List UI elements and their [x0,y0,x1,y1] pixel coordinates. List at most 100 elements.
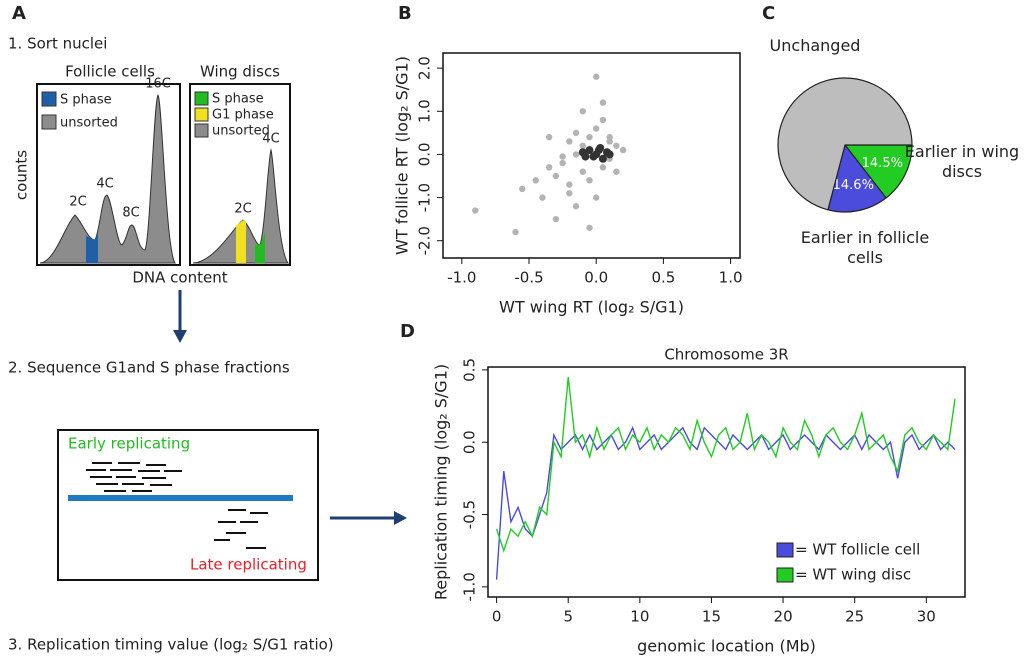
point [599,164,607,171]
point [566,138,573,145]
legend-swatch [194,91,209,106]
line-series [495,377,956,553]
arrow-head [394,511,407,525]
point [593,125,600,132]
slice-label: 14.5% [862,156,903,171]
histogram-frame [36,83,181,266]
y-tick-label: -1.0 [416,183,434,212]
step-text: 1. Sort nuclei [8,35,107,53]
x-tick-label: 20 [774,608,793,626]
point [572,129,580,137]
peak-label: 4C [96,177,113,192]
point [552,172,560,180]
point [585,146,594,155]
axis-label: DNA content [132,269,227,287]
point [613,142,620,149]
s-phase-region [255,232,265,263]
y-axis-label: WT follicle RT (log₂ S/G1) [393,56,412,255]
late-label: Late replicating [190,556,307,574]
point [519,185,526,193]
step-text: 3. Replication timing value (log₂ S/G1 r… [8,636,334,654]
point [599,99,607,106]
point [598,154,607,163]
x-tick-label: 0.0 [584,269,608,287]
point [599,116,607,124]
x-tick-label: 1.0 [719,269,743,287]
legend-label: unsorted [60,116,118,131]
legend-label: S phase [212,92,264,107]
y-tick-label: 0.0 [416,142,434,166]
x-axis-label: genomic location (Mb) [637,637,816,656]
peak-label: 2C [234,202,251,217]
early-label: Early replicating [68,435,190,453]
peak-label: 2C [69,195,86,210]
line-series [495,425,956,580]
point [559,159,566,167]
point [579,142,586,149]
point [596,143,605,152]
panel-letter: A [12,3,26,24]
panel-letter: C [762,3,775,24]
peak-label: 4C [262,132,279,147]
legend-label: unsorted [212,124,270,139]
slice-label: 14.6% [833,178,874,193]
step-text: 2. Sequence G1and S phase fractions [8,359,290,377]
point [581,152,590,161]
legend-swatch [776,567,794,583]
reads-late [214,509,268,549]
x-tick-label: 0.5 [651,269,675,287]
point [613,168,620,175]
x-tick-label: 15 [702,608,721,626]
point [593,73,600,80]
point [539,194,546,201]
x-tick-label: 30 [917,608,936,626]
y-tick-label: 0.5 [461,358,479,382]
axis-label: counts [13,150,31,200]
panel-letter: B [398,3,412,24]
point [532,177,539,184]
read-box [57,429,319,581]
point [545,164,553,171]
histogram-title: Wing discs [200,63,280,81]
arrow-head [173,330,187,343]
pie-slice [777,77,913,211]
chart-title: Chromosome 3R [664,346,788,364]
peak-label: 16C [145,77,171,92]
y-tick-label: 0.0 [461,430,479,454]
point [619,146,627,154]
point [472,207,479,214]
point [572,151,580,158]
histogram-frame [189,83,291,266]
point [552,215,560,223]
legend-label: = WT follicle cell [795,541,920,559]
point [586,177,593,184]
point [606,138,613,145]
y-tick-label: -1.0 [461,572,479,601]
s-phase-region [86,232,98,263]
panel-letter: D [400,321,415,342]
legend-swatch [194,107,209,122]
x-tick-label: 0 [492,608,502,626]
legend-label: G1 phase [212,108,274,123]
category-label: Earlier in wing discs [904,142,1020,181]
category-label: Earlier in follicle cells [800,228,930,267]
point [579,108,586,115]
g1-phase-region [236,220,246,263]
histogram-title: Follicle cells [65,63,155,81]
legend-swatch [776,542,794,558]
legend-swatch [194,123,209,138]
y-axis-label: Replication timing (log₂ S/G1) [432,364,451,600]
reads-early [86,462,182,492]
y-tick-label: -2.0 [416,226,434,255]
x-tick-label: 10 [630,608,649,626]
pie-slice [843,144,913,199]
histogram [39,94,176,264]
x-tick-label: 5 [563,608,573,626]
x-tick-label: 25 [845,608,864,626]
x-tick-label: -0.5 [514,269,543,287]
point [512,228,519,236]
legend-label: S phase [60,93,112,108]
legend-swatch [41,91,57,107]
